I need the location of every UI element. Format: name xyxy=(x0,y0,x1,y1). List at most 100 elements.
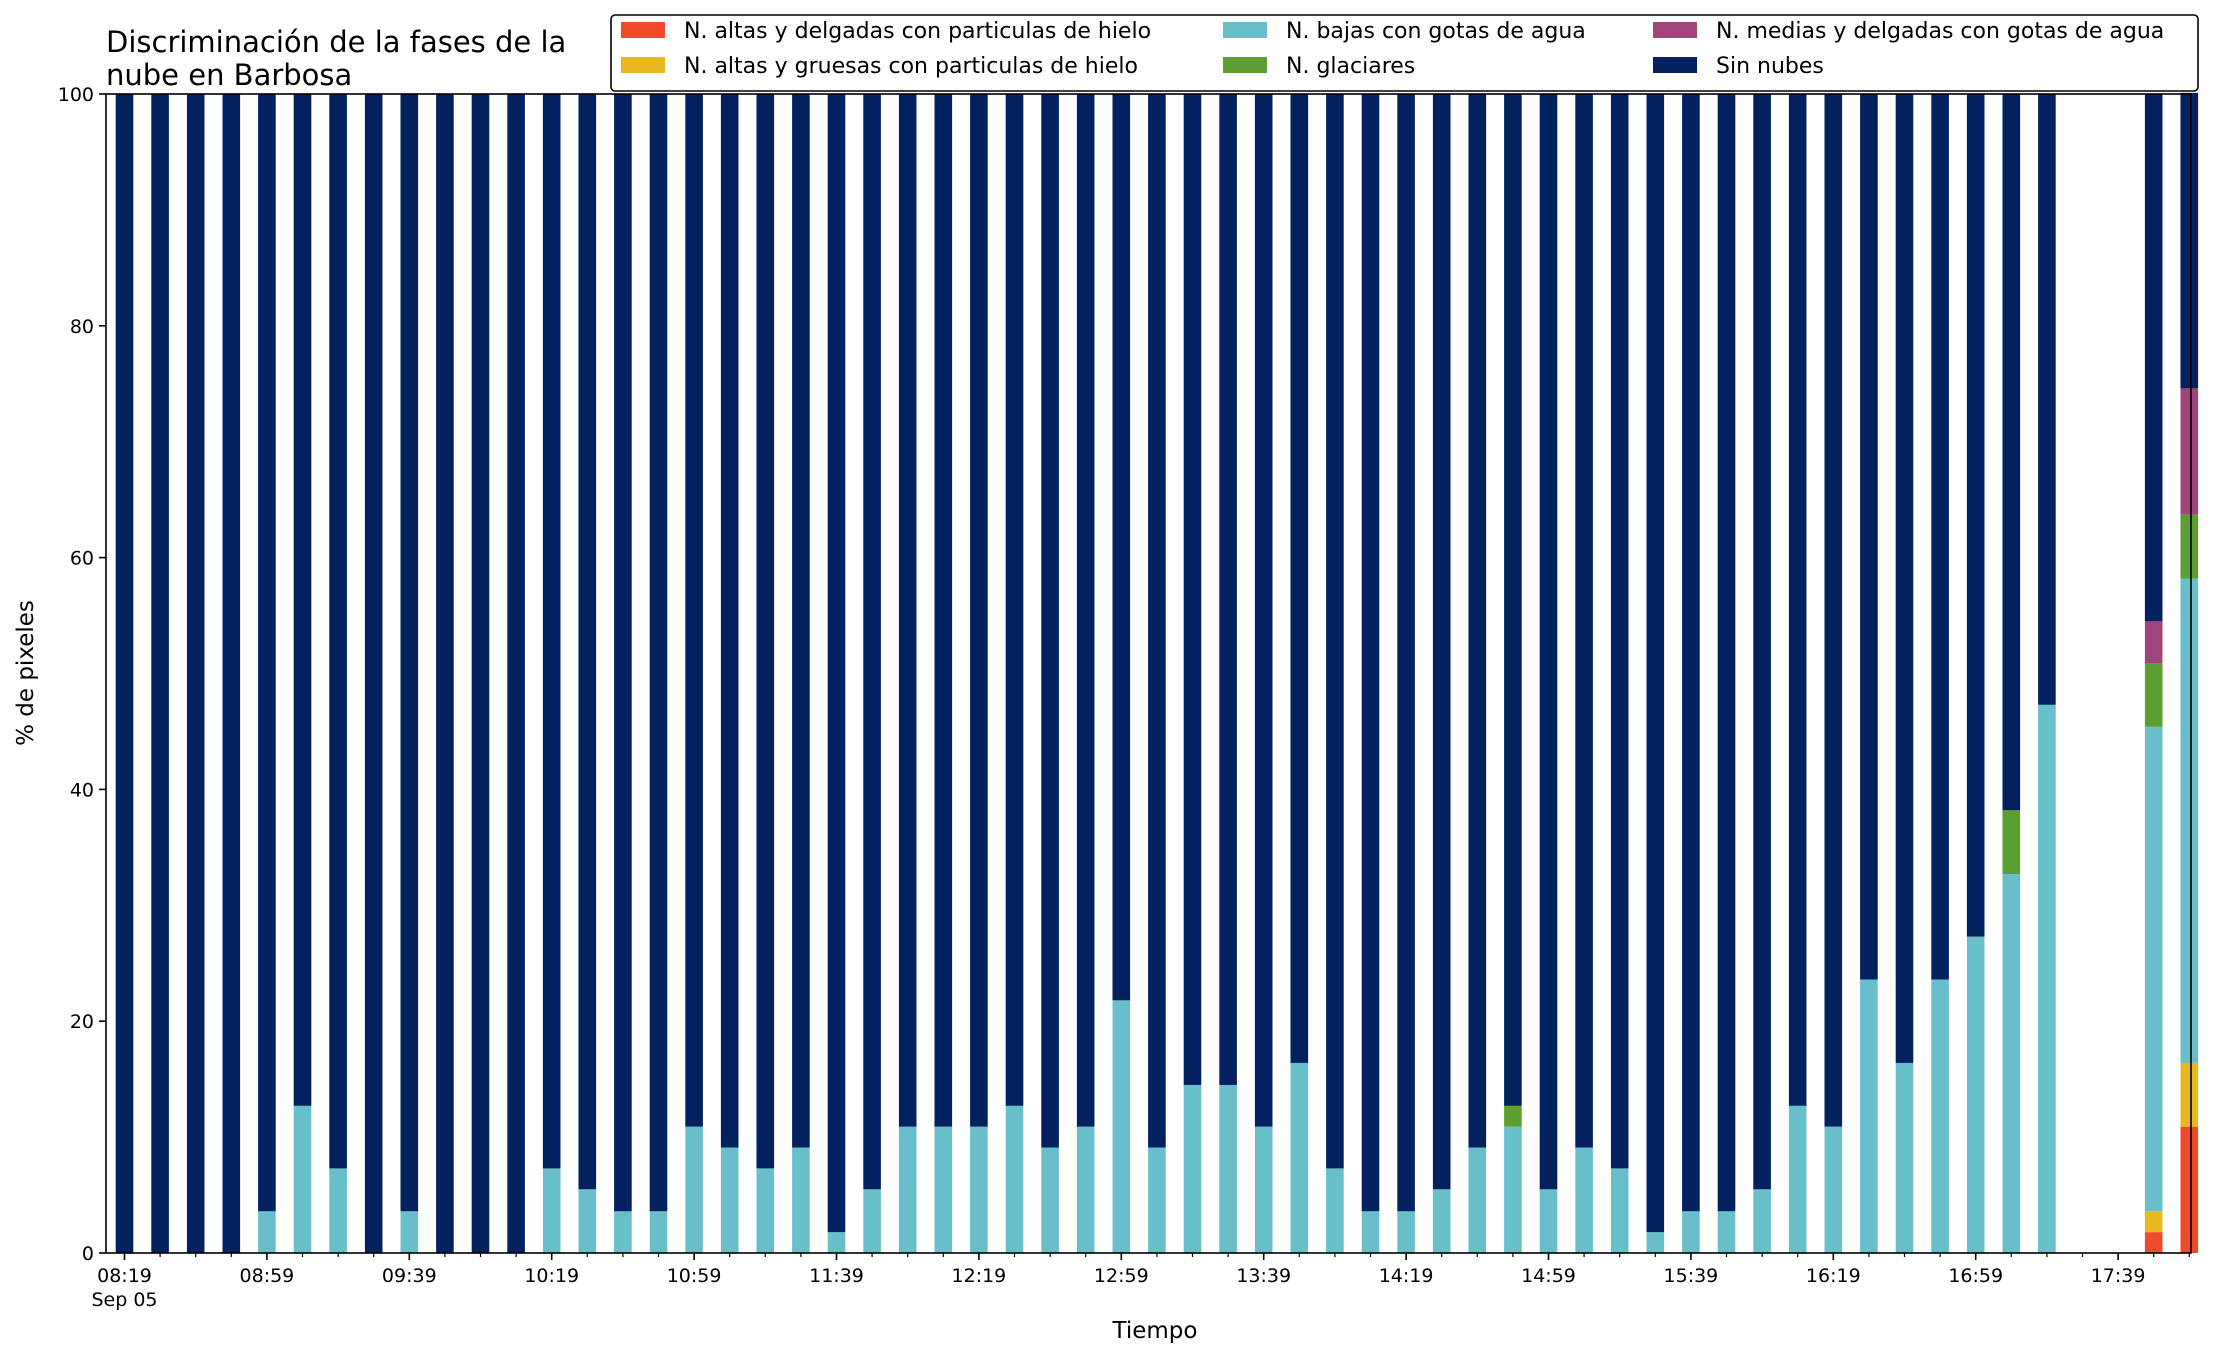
bar-segment-s5-i47 xyxy=(1788,94,1807,1106)
x-tick-label: 16:59 xyxy=(1948,1265,2003,1287)
legend-frame xyxy=(610,14,2199,92)
bar-segment-s2-i58 xyxy=(2180,578,2199,1063)
bar-segment-s5-i35 xyxy=(1361,94,1380,1212)
bar-segment-s2-i33 xyxy=(1290,1062,1309,1253)
bar-segment-s2-i19 xyxy=(792,1147,810,1253)
x-tick-label: 10:59 xyxy=(667,1265,722,1287)
bar-segment-s5-i33 xyxy=(1290,94,1309,1063)
legend-swatch xyxy=(1223,22,1267,38)
bar-segment-s5-i37 xyxy=(1432,94,1451,1190)
bar-segment-s5-i30 xyxy=(1183,94,1202,1085)
bar-segment-s2-i39 xyxy=(1504,1126,1522,1253)
bar-segment-s2-i38 xyxy=(1468,1147,1487,1253)
bar-segment-s2-i42 xyxy=(1610,1168,1629,1253)
bar-segment-s5-i11 xyxy=(507,94,525,1253)
bar-segment-s2-i44 xyxy=(1682,1211,1700,1253)
x-tick-label: 14:59 xyxy=(1521,1265,1576,1287)
legend: N. altas y delgadas con particulas de hi… xyxy=(610,14,2199,92)
bar-segment-s2-i20 xyxy=(827,1232,846,1253)
bar-segment-s5-i5 xyxy=(293,94,312,1106)
bar-segment-s2-i48 xyxy=(1824,1126,1843,1253)
bar-segment-s5-i0 xyxy=(115,94,134,1253)
x-tick-label: 14:19 xyxy=(1379,1265,1434,1287)
legend-swatch xyxy=(621,22,665,38)
bar-segment-s5-i49 xyxy=(1860,94,1878,980)
bar-segment-s2-i23 xyxy=(934,1126,953,1253)
legend-label: Sin nubes xyxy=(1716,54,1824,79)
bars-layer xyxy=(115,92,2199,1253)
bar-segment-s5-i36 xyxy=(1397,94,1415,1212)
x-tick-label: 12:59 xyxy=(1094,1265,1149,1287)
bar-segment-s2-i41 xyxy=(1575,1147,1593,1253)
bar-segment-s5-i42 xyxy=(1610,94,1629,1169)
bar-segment-s2-i43 xyxy=(1646,1232,1665,1253)
bar-segment-s5-i4 xyxy=(258,94,276,1212)
y-axis-label: % de pixeles xyxy=(13,600,39,746)
legend-items: N. altas y delgadas con particulas de hi… xyxy=(621,19,2164,79)
bar-segment-s5-i18 xyxy=(756,94,775,1169)
bar-segment-s5-i14 xyxy=(614,94,632,1212)
bar-segment-s2-i45 xyxy=(1717,1211,1736,1253)
bar-segment-s5-i12 xyxy=(542,94,561,1169)
x-tick-label: 08:59 xyxy=(240,1265,295,1287)
bar-segment-s2-i13 xyxy=(578,1189,597,1253)
bar-segment-s5-i13 xyxy=(578,94,597,1190)
bar-segment-s5-i20 xyxy=(827,94,846,1233)
bar-segment-s2-i17 xyxy=(720,1147,739,1253)
bar-segment-s2-i40 xyxy=(1539,1189,1558,1253)
bar-segment-s5-i22 xyxy=(898,94,917,1127)
y-tick-label: 60 xyxy=(70,548,94,570)
legend-swatch xyxy=(1653,22,1697,38)
x-tick-label: 12:19 xyxy=(952,1265,1007,1287)
bar-segment-s5-i45 xyxy=(1717,94,1736,1212)
x-tick-label: 08:19 xyxy=(97,1265,152,1287)
bar-segment-s2-i34 xyxy=(1326,1168,1344,1253)
bar-segment-s5-i26 xyxy=(1041,94,1059,1148)
bar-segment-s5-i41 xyxy=(1575,94,1593,1148)
x-tick-label: 11:39 xyxy=(809,1265,864,1287)
bar-segment-s2-i15 xyxy=(649,1211,668,1253)
bar-segment-s2-i22 xyxy=(898,1126,917,1253)
y-tick-label: 0 xyxy=(82,1243,94,1265)
bar-segment-s2-i52 xyxy=(1966,936,1985,1253)
bar-segment-s5-i1 xyxy=(151,94,169,1253)
bar-segment-s5-i10 xyxy=(471,94,490,1253)
bar-segment-s5-i44 xyxy=(1682,94,1700,1212)
bar-segment-s5-i6 xyxy=(329,94,347,1169)
bar-segment-s2-i36 xyxy=(1397,1211,1415,1253)
bar-segment-s0-i58 xyxy=(2180,1126,2199,1253)
bar-segment-s5-i43 xyxy=(1646,94,1665,1233)
bar-segment-s2-i46 xyxy=(1753,1189,1771,1253)
x-tick-label: 13:39 xyxy=(1236,1265,1291,1287)
legend-swatch xyxy=(621,57,665,73)
bar-segment-s2-i51 xyxy=(1931,979,1949,1253)
x-axis-label: Tiempo xyxy=(1112,1318,1198,1344)
x-tick-label: 17:39 xyxy=(2091,1265,2146,1287)
bar-segment-s5-i40 xyxy=(1539,94,1558,1190)
bar-segment-s5-i25 xyxy=(1005,94,1024,1106)
bar-segment-s5-i31 xyxy=(1219,94,1237,1085)
y-axis: 0 20 40 60 80 100 xyxy=(58,84,106,1265)
x-tick-label: 09:39 xyxy=(382,1265,437,1287)
x-tick-date-label: Sep 05 xyxy=(91,1289,157,1311)
bar-segment-s3-i57 xyxy=(2144,663,2163,727)
bar-segment-s5-i50 xyxy=(1895,94,1914,1063)
bar-segment-s2-i5 xyxy=(293,1105,312,1253)
bar-segment-s1-i57 xyxy=(2144,1211,2163,1233)
bar-segment-s0-i57 xyxy=(2144,1232,2163,1253)
bar-segment-s2-i31 xyxy=(1219,1084,1237,1253)
bar-segment-s5-i32 xyxy=(1254,94,1273,1127)
bar-segment-s2-i49 xyxy=(1860,979,1878,1253)
bar-segment-s5-i7 xyxy=(364,94,383,1253)
bar-segment-s1-i58 xyxy=(2180,1062,2199,1127)
bar-segment-s5-i21 xyxy=(863,94,881,1190)
bar-segment-s5-i54 xyxy=(2038,94,2056,705)
bar-segment-s2-i24 xyxy=(970,1126,988,1253)
bar-segment-s5-i38 xyxy=(1468,94,1487,1148)
bar-segment-s5-i19 xyxy=(792,94,810,1148)
bar-segment-s5-i24 xyxy=(970,94,988,1127)
bar-segment-s5-i2 xyxy=(186,94,205,1253)
legend-label: N. glaciares xyxy=(1286,54,1415,79)
